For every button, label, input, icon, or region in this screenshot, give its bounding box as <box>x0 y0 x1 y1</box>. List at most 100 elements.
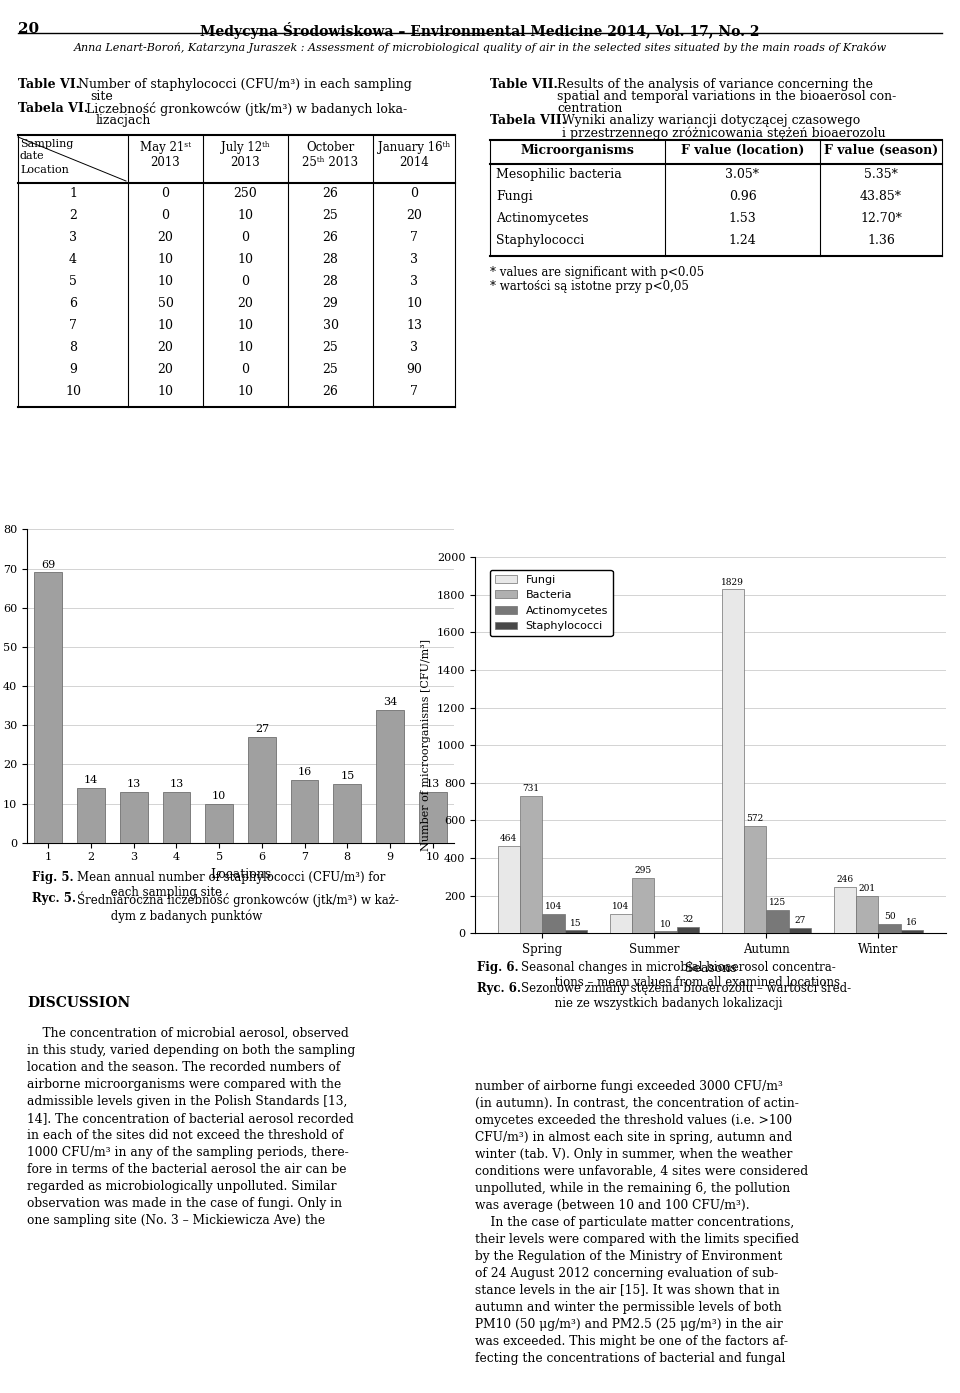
Text: 25: 25 <box>323 341 338 354</box>
Text: 5.35*: 5.35* <box>864 169 898 181</box>
Text: 16: 16 <box>906 918 918 928</box>
Text: Actinomycetes: Actinomycetes <box>496 212 588 226</box>
Text: October
25ᵗʰ 2013: October 25ᵗʰ 2013 <box>302 141 359 169</box>
Bar <box>766 910 789 933</box>
Text: Średniaroczna liczebność gronkowców (jtk/m³) w każ-
         dym z badanych punk: Średniaroczna liczebność gronkowców (jtk… <box>77 892 398 922</box>
Text: 0: 0 <box>242 274 250 288</box>
Text: 0: 0 <box>161 209 170 221</box>
Text: 731: 731 <box>522 784 540 793</box>
Text: July 12ᵗʰ
2013: July 12ᵗʰ 2013 <box>221 141 270 169</box>
Text: 20: 20 <box>157 341 174 354</box>
Text: 26: 26 <box>323 231 339 244</box>
Text: 9: 9 <box>69 364 77 376</box>
Text: Staphylococci: Staphylococci <box>496 234 585 247</box>
Bar <box>542 914 564 933</box>
Text: 10: 10 <box>65 384 81 398</box>
Text: 3: 3 <box>410 274 418 288</box>
Text: 7: 7 <box>69 319 77 332</box>
Text: Tabela VII.: Tabela VII. <box>490 114 566 127</box>
Text: Fungi: Fungi <box>496 189 533 203</box>
Text: 20: 20 <box>406 209 422 221</box>
Text: The concentration of microbial aerosol, observed
in this study, varied depending: The concentration of microbial aerosol, … <box>27 1027 355 1227</box>
Text: 0: 0 <box>242 231 250 244</box>
Text: Ryc. 6.: Ryc. 6. <box>477 982 521 995</box>
Text: 7: 7 <box>410 231 418 244</box>
X-axis label: Seasons: Seasons <box>684 961 736 975</box>
Text: 1.36: 1.36 <box>867 234 895 247</box>
Text: 27: 27 <box>254 724 269 734</box>
Text: Fig. 6.: Fig. 6. <box>477 961 518 974</box>
Bar <box>120 791 148 843</box>
Bar <box>333 784 361 843</box>
X-axis label: Locations: Locations <box>210 868 271 880</box>
Text: Location: Location <box>20 164 69 176</box>
Text: 250: 250 <box>233 187 257 201</box>
Text: Tabela VI.: Tabela VI. <box>18 102 88 116</box>
Text: i przestrzennego zróżnicowania stężeń bioaerozolu: i przestrzennego zróżnicowania stężeń bi… <box>562 125 886 139</box>
Text: 10: 10 <box>237 319 253 332</box>
Text: Ryc. 5.: Ryc. 5. <box>32 892 76 904</box>
Bar <box>632 878 655 933</box>
Bar <box>520 795 542 933</box>
Bar <box>744 826 766 933</box>
Text: 10: 10 <box>406 297 422 311</box>
Bar <box>833 887 856 933</box>
Bar <box>856 896 878 933</box>
Text: 3: 3 <box>69 231 77 244</box>
Text: 0.96: 0.96 <box>729 189 756 203</box>
Text: 0: 0 <box>410 187 418 201</box>
Text: 10: 10 <box>237 254 253 266</box>
Text: May 21ˢᵗ
2013: May 21ˢᵗ 2013 <box>140 141 191 169</box>
Bar <box>77 788 105 843</box>
Text: lizacjach: lizacjach <box>96 114 152 127</box>
Text: 10: 10 <box>237 341 253 354</box>
Text: 246: 246 <box>836 875 853 885</box>
Bar <box>376 709 404 843</box>
Text: 3: 3 <box>410 254 418 266</box>
Bar <box>291 780 319 843</box>
Text: 104: 104 <box>545 901 563 911</box>
Text: 20: 20 <box>157 364 174 376</box>
Text: 10: 10 <box>157 274 174 288</box>
Text: spatial and temporal variations in the bioaerosol con-: spatial and temporal variations in the b… <box>557 91 897 103</box>
Bar <box>677 928 699 933</box>
Text: 125: 125 <box>769 898 786 907</box>
Text: 20: 20 <box>157 231 174 244</box>
Bar <box>878 924 900 933</box>
Text: 16: 16 <box>298 768 312 777</box>
Text: 13: 13 <box>169 779 183 788</box>
Text: 26: 26 <box>323 187 339 201</box>
Text: 50: 50 <box>157 297 174 311</box>
Text: 295: 295 <box>635 866 652 875</box>
Text: 15: 15 <box>340 772 354 781</box>
Text: 13: 13 <box>127 779 141 788</box>
Text: 10: 10 <box>237 209 253 221</box>
Text: January 16ᵗʰ
2014: January 16ᵗʰ 2014 <box>378 141 450 169</box>
Text: 0: 0 <box>242 364 250 376</box>
Text: centration: centration <box>557 102 622 116</box>
Text: * values are significant with p<0.05: * values are significant with p<0.05 <box>490 266 704 279</box>
Text: Mean annual number of staphylococci (CFU/m³) for
         each sampling site: Mean annual number of staphylococci (CFU… <box>77 871 385 898</box>
Text: 8: 8 <box>69 341 77 354</box>
Text: DISCUSSION: DISCUSSION <box>27 996 131 1010</box>
Text: Sampling
date: Sampling date <box>20 139 73 160</box>
Text: 464: 464 <box>500 834 517 843</box>
Text: 30: 30 <box>323 319 339 332</box>
Text: 1829: 1829 <box>721 578 744 586</box>
Text: 3.05*: 3.05* <box>726 169 759 181</box>
Text: 201: 201 <box>858 883 876 893</box>
Bar <box>497 846 520 933</box>
Text: Results of the analysis of variance concerning the: Results of the analysis of variance conc… <box>557 78 873 91</box>
Text: number of airborne fungi exceeded 3000 CFU/m³
(in autumn). In contrast, the conc: number of airborne fungi exceeded 3000 C… <box>475 1080 808 1365</box>
Text: 15: 15 <box>570 918 582 928</box>
Text: 10: 10 <box>212 791 227 801</box>
Bar <box>205 804 233 843</box>
Y-axis label: Number of microorganisms [CFU/m³]: Number of microorganisms [CFU/m³] <box>421 639 431 851</box>
Text: 2: 2 <box>69 209 77 221</box>
Text: Microorganisms: Microorganisms <box>520 143 635 157</box>
Text: 28: 28 <box>323 254 339 266</box>
Text: Medycyna Środowiskowa – Environmental Medicine 2014, Vol. 17, No. 2: Medycyna Środowiskowa – Environmental Me… <box>201 22 759 39</box>
Text: 90: 90 <box>406 364 422 376</box>
Text: F value (location): F value (location) <box>681 143 804 157</box>
Text: 13: 13 <box>406 319 422 332</box>
